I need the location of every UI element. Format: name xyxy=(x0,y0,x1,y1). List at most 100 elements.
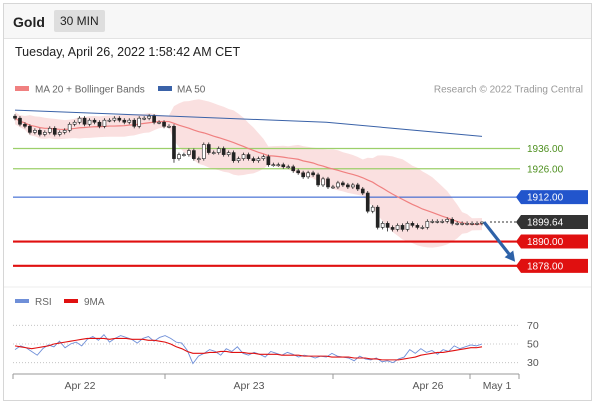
candle xyxy=(405,221,410,232)
candle xyxy=(72,120,77,127)
candle-body xyxy=(365,192,370,212)
candle-body xyxy=(137,117,142,127)
support-level-tag-bg xyxy=(516,234,588,249)
candle xyxy=(351,182,355,189)
candle xyxy=(355,182,360,191)
candle xyxy=(390,225,395,232)
candle-body xyxy=(23,123,27,127)
support-level-tag: 1890.00 xyxy=(516,234,588,249)
x-axis-label: Apr 23 xyxy=(234,380,265,392)
candle xyxy=(167,124,171,129)
candle-body xyxy=(321,178,325,186)
candle-body xyxy=(122,119,127,123)
candle-body xyxy=(92,119,97,123)
candle-body xyxy=(355,184,360,190)
candle xyxy=(385,221,390,232)
candle xyxy=(246,152,251,161)
candle xyxy=(172,124,176,163)
candle-body xyxy=(246,154,251,159)
candle xyxy=(211,150,216,155)
projection-arrow-shaft xyxy=(482,221,514,259)
candle-body xyxy=(13,115,17,119)
candle xyxy=(360,186,365,196)
candle-body xyxy=(67,123,72,131)
candle xyxy=(415,223,420,230)
price-legend: MA 20 + Bollinger Bands MA 50 xyxy=(15,85,206,96)
candle xyxy=(127,118,132,125)
candle-body xyxy=(450,219,455,224)
candle xyxy=(460,221,464,226)
candle xyxy=(365,191,370,214)
candle-body xyxy=(231,152,236,161)
rsi-line xyxy=(14,333,483,365)
projection-arrow-head xyxy=(504,250,516,262)
candle xyxy=(470,221,474,226)
candle xyxy=(346,182,350,189)
candle-body xyxy=(187,150,191,155)
candle-body xyxy=(132,119,137,127)
candle-body xyxy=(475,223,479,225)
candle xyxy=(400,223,405,232)
chart-frame: Gold 30 MIN Tuesday, April 26, 2022 1:58… xyxy=(3,3,592,401)
candle xyxy=(276,162,281,167)
candle xyxy=(410,221,415,228)
candle-body xyxy=(410,223,415,226)
candle-body xyxy=(400,225,405,230)
candle xyxy=(177,152,181,161)
candle xyxy=(271,162,276,167)
rsi-ma9-line xyxy=(14,337,483,361)
ma20-line xyxy=(14,117,483,225)
candle xyxy=(162,120,166,129)
candle xyxy=(236,156,241,163)
candle xyxy=(92,118,97,125)
ma50-legend-swatch xyxy=(158,86,172,91)
candle-body xyxy=(311,172,315,176)
candle-body xyxy=(306,172,310,178)
candle-body xyxy=(152,115,156,123)
candle-body xyxy=(445,219,450,222)
candle xyxy=(281,162,286,169)
candle-body xyxy=(112,117,117,121)
ma50-legend-label: MA 50 xyxy=(177,85,206,96)
candle-body xyxy=(97,121,102,127)
candle-body xyxy=(360,188,365,194)
candle xyxy=(157,120,161,125)
candle xyxy=(107,118,112,123)
candle-body xyxy=(28,125,32,133)
candle-body xyxy=(142,117,146,120)
candle xyxy=(321,176,325,187)
last-level-tag: 1899.64 xyxy=(516,215,588,230)
candle xyxy=(251,156,256,163)
candle xyxy=(445,217,450,224)
candle-body xyxy=(405,223,410,230)
candle xyxy=(475,221,479,226)
candle xyxy=(42,130,47,137)
x-axis-label: May 1 xyxy=(483,380,512,392)
candle xyxy=(182,152,186,157)
candle-body xyxy=(296,170,301,174)
candle xyxy=(152,114,156,125)
candle xyxy=(47,126,52,135)
candle-body xyxy=(271,164,276,167)
support-level-label: 1890.00 xyxy=(527,237,564,248)
candle-body xyxy=(291,166,296,172)
candle xyxy=(455,221,459,226)
candle-body xyxy=(425,221,430,228)
candle xyxy=(57,130,62,137)
rsi-tick-label: 70 xyxy=(527,320,539,332)
candle xyxy=(430,219,435,224)
pivot-level-tag: 1912.00 xyxy=(516,190,588,205)
candle-body xyxy=(38,130,42,135)
candle-body xyxy=(430,221,435,223)
level-labels: 1936.00 1926.00 1912.00 1899.64 1890.00 1878.… xyxy=(516,144,588,273)
candle xyxy=(336,180,340,189)
candle-body xyxy=(62,130,67,133)
candle xyxy=(122,118,127,125)
candle xyxy=(241,152,246,161)
ma50-line xyxy=(14,109,483,137)
x-axis-label: Apr 26 xyxy=(413,380,444,392)
candle xyxy=(112,116,117,123)
timeframe-badge[interactable]: 30 MIN xyxy=(54,10,105,32)
candle-body xyxy=(177,154,181,159)
